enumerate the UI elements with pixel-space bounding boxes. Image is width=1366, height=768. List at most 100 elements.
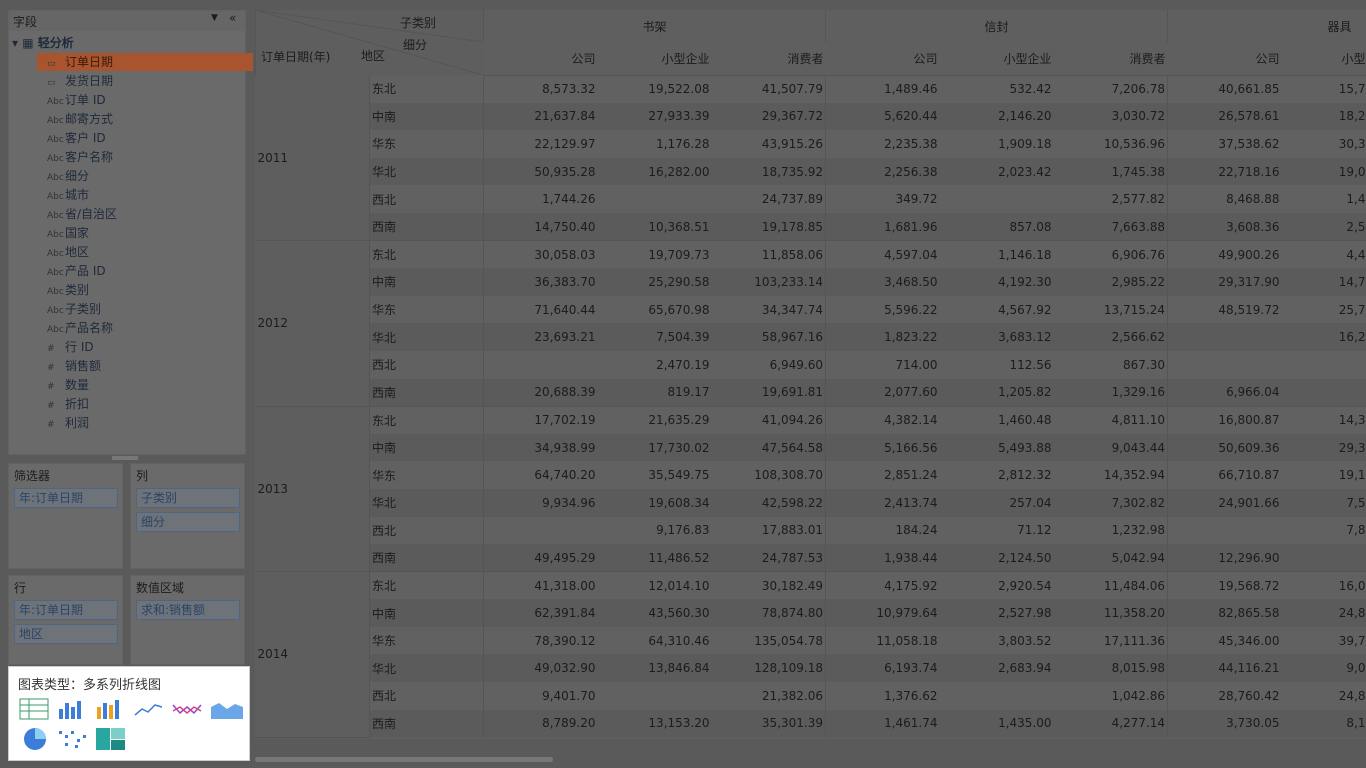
table-row: 西南 49,495.29 11,486.52 24,787.53 1,938.44 2,1… bbox=[256, 544, 1366, 572]
value-cell bbox=[1167, 516, 1282, 545]
value-cell bbox=[939, 185, 1054, 213]
collapse-icon[interactable]: « bbox=[229, 11, 237, 25]
value-cell: 9,401.70 bbox=[483, 682, 598, 710]
field[interactable]: Abc省/自治区 bbox=[37, 205, 253, 223]
value-cell: 6,906.76 bbox=[1053, 240, 1168, 269]
field-badge: Abc bbox=[47, 116, 64, 126]
value-cell: 4,175.92 bbox=[825, 571, 940, 600]
date-field[interactable]: ▭ 订单日期 bbox=[37, 53, 253, 71]
value-cell: 16,800.87 bbox=[1167, 405, 1282, 434]
value-cell: 184.24 bbox=[825, 516, 940, 545]
value-cell: 819.17 bbox=[597, 378, 712, 407]
h-scrollbar[interactable] bbox=[255, 757, 553, 762]
table-row: 西北 2,470.19 6,949.60 714.00 112.56 867.30 bbox=[256, 350, 1366, 379]
dropdown-icon[interactable]: ▼ bbox=[211, 13, 218, 23]
field-name: 行 ID bbox=[65, 340, 94, 354]
field[interactable]: Abc细分 bbox=[37, 167, 253, 185]
value-cell: 58,967.16 bbox=[711, 323, 826, 351]
value-cell: 1,435.00 bbox=[939, 709, 1054, 738]
value-cell: 41,318.00 bbox=[483, 571, 598, 600]
shelf-chip[interactable]: 年:订单日期 bbox=[14, 600, 118, 620]
value-cell: 13,153.20 bbox=[597, 709, 712, 738]
field-badge: Abc bbox=[47, 325, 64, 335]
value-cell: 2,683.94 bbox=[939, 654, 1054, 683]
field[interactable]: # 利润 bbox=[37, 414, 253, 432]
icon-scatter[interactable] bbox=[59, 731, 86, 748]
value-cell: 17,111.36 bbox=[1053, 626, 1168, 655]
field[interactable]: Abc产品名称 bbox=[37, 319, 253, 337]
segment-header: 消费者 bbox=[711, 42, 826, 76]
value-cell: 37,538.62 bbox=[1167, 130, 1282, 158]
icon-pie[interactable] bbox=[24, 728, 46, 750]
value-cell: 5,596.22 bbox=[825, 295, 940, 324]
year-cell: 2012 bbox=[255, 240, 370, 407]
icon-bar[interactable] bbox=[59, 701, 81, 719]
field[interactable]: # 数量 bbox=[37, 376, 253, 394]
icon-treemap[interactable] bbox=[96, 728, 125, 750]
value-cell: 3,803.52 bbox=[939, 626, 1054, 655]
field[interactable]: Abc邮寄方式 bbox=[37, 110, 253, 128]
value-cell: 14,3 bbox=[1281, 405, 1366, 434]
shelf-chip[interactable]: 年:订单日期 bbox=[14, 488, 118, 508]
value-cell: 25,7 bbox=[1281, 295, 1366, 324]
value-cell: 10,536.96 bbox=[1053, 130, 1168, 158]
value-cell: 43,560.30 bbox=[597, 599, 712, 627]
value-cell: 25,290.58 bbox=[597, 268, 712, 296]
icon-area[interactable] bbox=[211, 703, 243, 719]
date-field[interactable]: ▭ 发货日期 bbox=[37, 72, 253, 90]
shelf-chip[interactable]: 地区 bbox=[14, 624, 118, 644]
value-cell: 1,938.44 bbox=[825, 544, 940, 572]
field[interactable]: Abc客户名称 bbox=[37, 148, 253, 166]
value-cell: 11,358.20 bbox=[1053, 599, 1168, 627]
icon-table[interactable] bbox=[19, 698, 49, 720]
value-cell: 30,058.03 bbox=[483, 240, 598, 269]
value-cell: 29,3 bbox=[1281, 433, 1366, 462]
value-cell: 65,670.98 bbox=[597, 295, 712, 324]
shelf-chip[interactable]: 子类别 bbox=[136, 488, 240, 508]
field[interactable]: # 销售额 bbox=[37, 357, 253, 375]
field[interactable]: Abc子类别 bbox=[37, 300, 253, 318]
region-cell: 东北 bbox=[369, 75, 484, 103]
value-cell: 19,1 bbox=[1281, 461, 1366, 489]
icon-line[interactable] bbox=[134, 704, 163, 716]
splitter[interactable] bbox=[112, 456, 138, 460]
value-cell: 7,206.78 bbox=[1053, 75, 1168, 103]
value-cell: 41,094.26 bbox=[711, 405, 826, 434]
region-cell: 东北 bbox=[369, 571, 484, 600]
field[interactable]: # 折扣 bbox=[37, 395, 253, 413]
value-cell bbox=[1281, 378, 1366, 407]
field[interactable]: Abc产品 ID bbox=[37, 262, 253, 280]
table-row: 华北 23,693.21 7,504.39 58,967.16 1,823.22 3,68… bbox=[256, 323, 1366, 351]
field[interactable]: Abc客户 ID bbox=[37, 129, 253, 147]
value-cell bbox=[1281, 544, 1366, 572]
region-cell: 西北 bbox=[369, 516, 484, 545]
field[interactable]: Abc地区 bbox=[37, 243, 253, 261]
value-cell: 16,2 bbox=[1281, 323, 1366, 351]
value-cell: 62,391.84 bbox=[483, 599, 598, 627]
shelf-title: 行 bbox=[14, 581, 27, 595]
field[interactable]: Abc国家 bbox=[37, 224, 253, 242]
value-cell: 2,077.60 bbox=[825, 378, 940, 407]
tree-root[interactable]: ▾ ▦ 轻分析 bbox=[12, 36, 74, 50]
field[interactable]: Abc订单 ID bbox=[37, 91, 253, 109]
value-cell: 2,566.62 bbox=[1053, 323, 1168, 351]
table-row: 华东 78,390.12 64,310.46 135,054.78 11,058.18 3… bbox=[256, 626, 1366, 655]
field-name: 客户 ID bbox=[65, 131, 106, 145]
icon-stacked-bar[interactable] bbox=[97, 700, 119, 719]
table-row: 西南 14,750.40 10,368.51 19,178.85 1,681.96 857… bbox=[256, 212, 1366, 241]
value-cell: 3,030.72 bbox=[1053, 102, 1168, 131]
year-cell: 2011 bbox=[255, 75, 370, 242]
value-cell: 3,683.12 bbox=[939, 323, 1054, 351]
region-cell: 东北 bbox=[369, 405, 484, 434]
value-cell: 135,054.78 bbox=[711, 626, 826, 655]
field[interactable]: Abc类别 bbox=[37, 281, 253, 299]
icon-multi-line[interactable] bbox=[172, 704, 202, 715]
shelf-title: 列 bbox=[136, 469, 149, 483]
shelf-chip[interactable]: 细分 bbox=[136, 512, 240, 532]
value-cell: 6,966.04 bbox=[1167, 378, 1282, 407]
value-cell: 49,495.29 bbox=[483, 544, 598, 572]
field[interactable]: # 行 ID bbox=[37, 338, 253, 356]
field[interactable]: Abc城市 bbox=[37, 186, 253, 204]
shelf-chip[interactable]: 求和:销售额 bbox=[136, 600, 240, 620]
